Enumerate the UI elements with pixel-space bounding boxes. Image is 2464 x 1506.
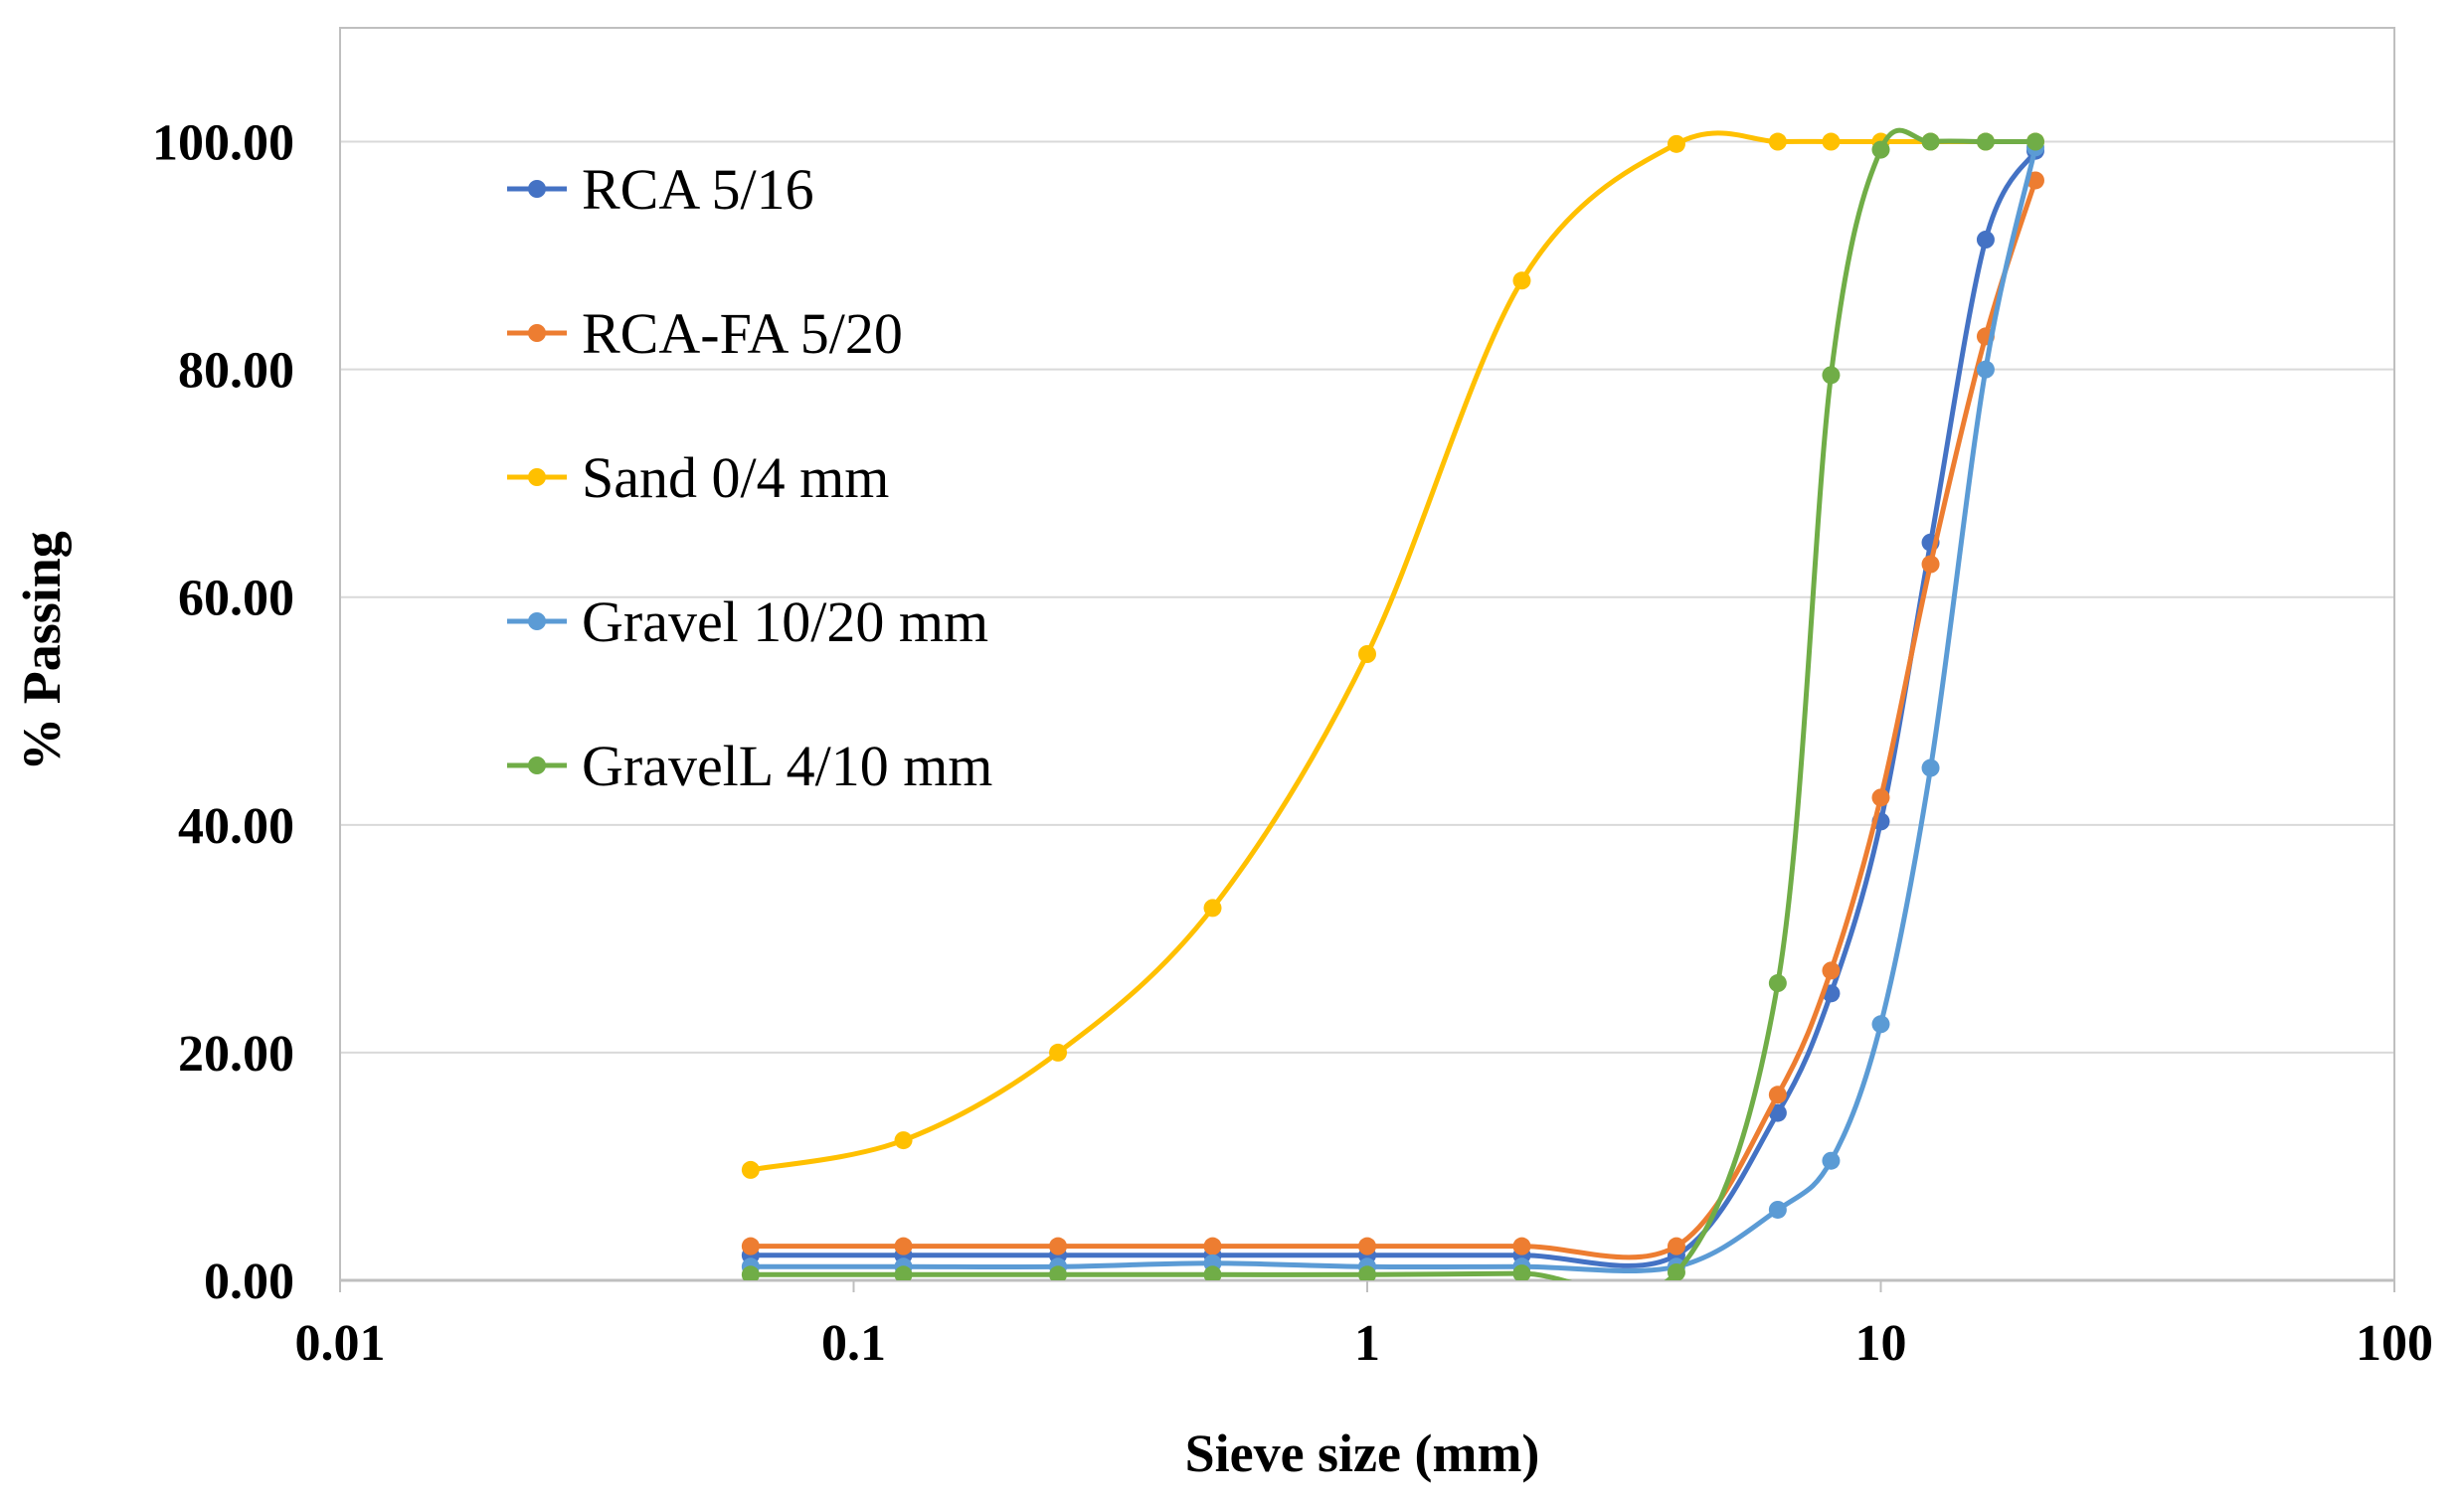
series-1-point-1 bbox=[894, 1237, 913, 1255]
legend-marker-1 bbox=[528, 324, 546, 342]
grid-layer bbox=[339, 27, 2395, 1281]
x-tick-label-3: 10 bbox=[1855, 1315, 1907, 1372]
series-layer bbox=[741, 127, 2044, 1280]
y-tick-label-0: 0.00 bbox=[204, 1254, 294, 1310]
legend-marker-0 bbox=[528, 180, 546, 198]
series-1-point-5 bbox=[1512, 1237, 1531, 1255]
y-axis-title: % Passing bbox=[12, 531, 72, 771]
x-tick-label-4: 100 bbox=[2356, 1315, 2433, 1372]
series-4-point-4 bbox=[1358, 1265, 1376, 1280]
series-2-point-6 bbox=[1667, 134, 1685, 153]
series-1-point-6 bbox=[1667, 1237, 1685, 1255]
series-2-point-3 bbox=[1203, 899, 1222, 918]
y-tick-label-4: 80.00 bbox=[178, 343, 294, 400]
series-4-point-5 bbox=[1512, 1264, 1531, 1280]
x-axis-title: Sieve size (mm) bbox=[1185, 1423, 1540, 1483]
series-1-point-2 bbox=[1049, 1237, 1068, 1255]
x-tick-label-1: 0.1 bbox=[821, 1315, 886, 1372]
series-1-point-0 bbox=[741, 1237, 760, 1255]
series-2-point-1 bbox=[894, 1131, 913, 1150]
legend-label-0: RCA 5/16 bbox=[582, 157, 814, 222]
series-4-point-6 bbox=[1667, 1262, 1685, 1280]
y-tick-label-2: 40.00 bbox=[178, 798, 294, 855]
series-4-point-10 bbox=[1921, 132, 1940, 151]
legend: RCA 5/16 RCA-FA 5/20 Sand 0/4 mm Gravel 10/… bbox=[507, 157, 992, 798]
series-4-point-11 bbox=[1976, 132, 1995, 151]
series-0-point-11 bbox=[1976, 231, 1995, 250]
series-4-point-3 bbox=[1203, 1265, 1222, 1280]
series-3-point-10 bbox=[1921, 758, 1940, 777]
axis-layer: 0.00 20.00 40.00 60.00 80.00 100.00 0.01 0.1 1 10… bbox=[152, 115, 2433, 1372]
series-4-point-8 bbox=[1822, 366, 1841, 385]
series-3-point-11 bbox=[1976, 360, 1995, 379]
series-2-point-0 bbox=[741, 1160, 760, 1179]
series-0-point-7 bbox=[1768, 1103, 1787, 1122]
legend-label-1: RCA-FA 5/20 bbox=[582, 301, 903, 366]
series-4-point-2 bbox=[1049, 1265, 1068, 1280]
series-4-point-7 bbox=[1768, 974, 1787, 993]
series-2-point-2 bbox=[1049, 1043, 1068, 1062]
series-4-point-12 bbox=[2025, 132, 2044, 151]
series-1-point-9 bbox=[1871, 788, 1890, 807]
series-3-point-8 bbox=[1822, 1151, 1841, 1170]
series-1-point-10 bbox=[1921, 555, 1940, 574]
series-1-point-3 bbox=[1203, 1237, 1222, 1255]
series-2-point-4 bbox=[1358, 645, 1376, 663]
legend-label-4: GravelL 4/10 mm bbox=[582, 734, 992, 798]
series-1-point-8 bbox=[1822, 961, 1841, 980]
legend-marker-3 bbox=[528, 612, 546, 630]
series-1-point-4 bbox=[1358, 1237, 1376, 1255]
y-tick-label-5: 100.00 bbox=[152, 115, 294, 172]
series-2-point-7 bbox=[1768, 132, 1787, 151]
series-4-point-0 bbox=[741, 1265, 760, 1280]
y-tick-label-3: 60.00 bbox=[178, 571, 294, 627]
legend-marker-4 bbox=[528, 756, 546, 774]
series-4-point-9 bbox=[1871, 140, 1890, 159]
series-3-point-9 bbox=[1871, 1015, 1890, 1034]
series-4-point-1 bbox=[894, 1265, 913, 1280]
legend-label-2: Sand 0/4 mm bbox=[582, 445, 889, 510]
series-2-point-8 bbox=[1822, 132, 1841, 151]
y-tick-label-1: 20.00 bbox=[178, 1026, 294, 1083]
legend-label-3: Gravel 10/20 mm bbox=[582, 589, 988, 654]
series-3-point-7 bbox=[1768, 1200, 1787, 1219]
series-1-point-7 bbox=[1768, 1086, 1787, 1104]
x-tick-label-2: 1 bbox=[1354, 1315, 1380, 1372]
series-2-point-5 bbox=[1512, 271, 1531, 290]
series-4 bbox=[741, 127, 2044, 1280]
x-tick-label-0: 0.01 bbox=[295, 1315, 386, 1372]
legend-marker-2 bbox=[528, 468, 546, 486]
